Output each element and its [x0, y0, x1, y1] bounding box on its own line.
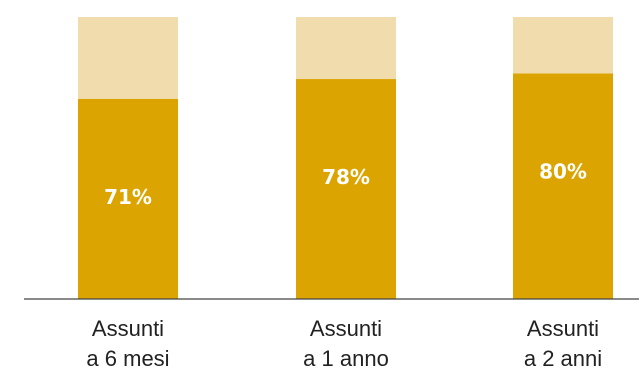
category-label-2-line-2: a 1 anno [303, 346, 389, 371]
category-label-2-line-1: Assunti [310, 316, 382, 341]
bars-layer [78, 17, 613, 300]
data-label-3: 80% [539, 159, 587, 183]
bar-segment-remainder-3 [513, 17, 613, 74]
category-label-3-line-2: a 2 anni [524, 346, 602, 371]
labels-layer: 71% Assunti a 6 mesi 78% Assunti a 1 anno 80% A… [86, 159, 602, 371]
bar-segment-remainder-1 [78, 17, 178, 99]
bar-segment-primary-1 [78, 98, 178, 299]
bar-segment-remainder-2 [296, 17, 396, 80]
bar-segment-primary-3 [513, 73, 613, 300]
category-label-1-line-1: Assunti [92, 316, 164, 341]
category-label-1-line-2: a 6 mesi [86, 346, 169, 371]
category-label-3-line-1: Assunti [527, 316, 599, 341]
data-label-2: 78% [322, 165, 370, 189]
bar-segment-primary-2 [296, 79, 396, 299]
data-label-1: 71% [104, 185, 152, 209]
